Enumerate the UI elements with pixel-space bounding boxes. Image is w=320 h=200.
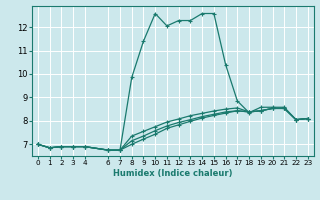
X-axis label: Humidex (Indice chaleur): Humidex (Indice chaleur) <box>113 169 233 178</box>
